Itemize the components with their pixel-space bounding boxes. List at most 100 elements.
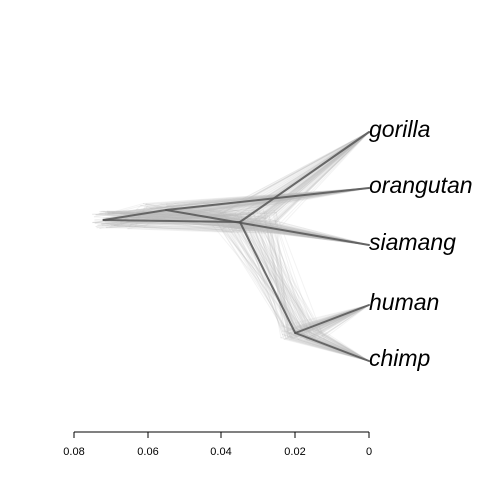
sample-tree-branch bbox=[280, 337, 370, 362]
sample-tree-branch bbox=[224, 216, 314, 330]
sample-tree-branch bbox=[246, 224, 297, 330]
sample-tree-branch bbox=[311, 304, 370, 340]
sample-tree-branch bbox=[297, 325, 370, 362]
sample-tree-branch bbox=[321, 304, 370, 337]
sample-tree-branch bbox=[275, 212, 289, 339]
sample-tree-branch bbox=[254, 131, 370, 225]
sample-tree-branch bbox=[105, 222, 230, 228]
sample-tree-branch bbox=[114, 224, 266, 234]
sample-tree-branch bbox=[230, 231, 289, 336]
sample-tree-branch bbox=[305, 304, 370, 340]
sample-tree-branch bbox=[137, 212, 370, 246]
sample-tree-branch bbox=[308, 330, 370, 362]
x-tick-label: 0.04 bbox=[210, 446, 231, 458]
sample-tree-branch bbox=[145, 187, 370, 205]
sample-tree-branch bbox=[166, 187, 370, 205]
tip-labels: gorilla orangutan siamang human chimp bbox=[369, 116, 473, 371]
x-tick-label: 0.02 bbox=[284, 446, 305, 458]
sample-tree-branch bbox=[143, 187, 370, 204]
sample-tree-branch bbox=[189, 187, 370, 217]
consensus-tree-branch bbox=[102, 219, 241, 223]
sample-tree-branch bbox=[323, 335, 370, 362]
sample-tree-branch bbox=[258, 131, 370, 221]
sample-tree-branch bbox=[178, 187, 370, 217]
sample-tree-branch bbox=[107, 214, 236, 220]
sample-tree-branch bbox=[300, 327, 370, 362]
sample-tree-branch bbox=[241, 131, 370, 231]
sample-tree-branch bbox=[236, 225, 304, 329]
sample-tree-branch bbox=[264, 131, 370, 215]
sample-tree-branch bbox=[116, 217, 195, 227]
sample-tree-branch bbox=[258, 131, 370, 225]
sample-tree-branch bbox=[194, 206, 370, 246]
consensus-tree-branch bbox=[165, 209, 370, 246]
sample-tree-branch bbox=[99, 209, 163, 213]
sample-tree-branch bbox=[103, 211, 156, 219]
sample-tree-branch bbox=[119, 211, 138, 214]
sample-tree-branch bbox=[317, 329, 370, 362]
sample-tree-branch bbox=[107, 213, 170, 218]
sample-tree-branch bbox=[127, 228, 239, 234]
sample-tree-branch bbox=[166, 203, 370, 246]
sample-tree-branch bbox=[121, 214, 242, 225]
sample-tree-branch bbox=[126, 211, 139, 214]
sample-tree-branch bbox=[106, 227, 276, 234]
sample-tree-branch bbox=[245, 131, 370, 232]
sample-tree-branch bbox=[97, 224, 232, 233]
sample-tree-branch bbox=[264, 218, 289, 334]
sample-tree-branch bbox=[266, 229, 305, 336]
sample-tree-branch bbox=[107, 214, 193, 220]
consensus-tree-branch bbox=[238, 221, 297, 334]
sample-tree-branch bbox=[256, 209, 296, 332]
sample-tree-branch bbox=[217, 215, 285, 328]
sample-tree-branch bbox=[203, 208, 370, 246]
sample-tree-branch bbox=[203, 204, 370, 246]
sample-tree-branch bbox=[311, 326, 370, 362]
sample-tree-branch bbox=[237, 131, 370, 234]
sample-tree-branch bbox=[128, 226, 264, 232]
sample-tree-branch bbox=[95, 202, 190, 227]
sample-tree-branch bbox=[104, 202, 205, 215]
sample-tree-branch bbox=[319, 304, 370, 339]
sample-tree-branch bbox=[96, 216, 271, 229]
sample-tree-branch bbox=[219, 131, 370, 212]
tip-label-siamang: siamang bbox=[369, 229, 456, 255]
consensus-tree-branch bbox=[238, 131, 370, 223]
sample-tree-branch bbox=[248, 131, 370, 230]
sample-tree-branch bbox=[135, 206, 158, 213]
sample-tree-branch bbox=[143, 213, 254, 216]
sample-tree-branch bbox=[212, 131, 370, 227]
sample-tree-branch bbox=[264, 230, 312, 328]
sample-tree-branch bbox=[228, 227, 306, 335]
sample-tree-branch bbox=[207, 187, 370, 214]
sample-tree-branch bbox=[306, 304, 370, 341]
sample-tree-branch bbox=[94, 222, 251, 232]
sample-tree-branch bbox=[287, 337, 370, 362]
sample-tree-branch bbox=[120, 209, 138, 214]
sample-tree-branch bbox=[251, 131, 370, 223]
sample-tree-branch bbox=[92, 221, 223, 226]
sample-tree-branch bbox=[194, 187, 370, 218]
sample-tree-branch bbox=[315, 304, 370, 340]
sample-tree-branch bbox=[312, 328, 370, 362]
sample-tree-branch bbox=[154, 187, 370, 219]
sample-tree-branch bbox=[145, 213, 370, 246]
sample-tree-branch bbox=[134, 221, 248, 226]
sample-tree-branch bbox=[263, 131, 370, 218]
sample-tree-branch bbox=[120, 221, 250, 230]
sample-tree-branch bbox=[117, 220, 223, 231]
sample-tree-branch bbox=[311, 304, 370, 337]
sample-tree-branch bbox=[127, 209, 211, 230]
sample-tree-branch bbox=[254, 131, 370, 228]
sample-tree-branch bbox=[266, 131, 370, 231]
sample-tree-branch bbox=[313, 331, 370, 362]
sample-tree-branch bbox=[275, 131, 370, 214]
sample-tree-branch bbox=[257, 231, 298, 335]
sample-tree-branch bbox=[111, 208, 151, 213]
sample-tree-branch bbox=[106, 212, 139, 219]
sample-tree-branch bbox=[185, 187, 370, 215]
sample-tree-branch bbox=[155, 217, 370, 246]
sample-tree-branch bbox=[111, 211, 238, 216]
sample-tree-branch bbox=[263, 216, 298, 334]
sample-tree-branch bbox=[272, 131, 370, 216]
